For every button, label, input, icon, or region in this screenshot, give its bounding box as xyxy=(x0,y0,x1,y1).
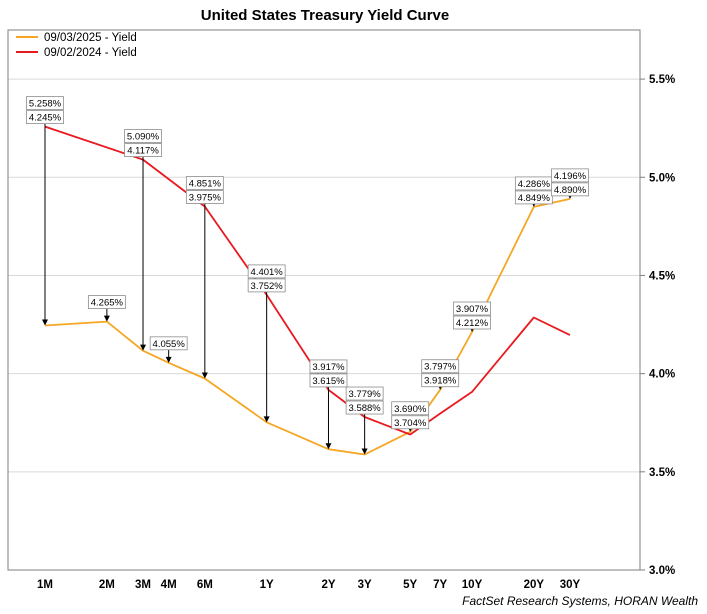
change-arrowhead xyxy=(165,356,172,363)
change-arrowhead xyxy=(42,319,48,326)
data-label-2024: 3.907% xyxy=(456,304,489,315)
x-tick-label: 10Y xyxy=(462,579,483,591)
data-label-2025-box xyxy=(26,110,64,125)
data-label-2025: 4.212% xyxy=(456,318,489,329)
x-tick-label: 7Y xyxy=(433,579,447,591)
x-tick-label: 2M xyxy=(99,579,115,591)
gridlines xyxy=(8,78,640,571)
plot-frame xyxy=(7,29,641,571)
data-label-2024: 3.690% xyxy=(394,404,427,415)
data-label-2025: 4.117% xyxy=(127,146,159,157)
data-label-2025-box xyxy=(345,400,384,415)
data-label-2025: 4.890% xyxy=(554,185,587,196)
x-tick-label: 1Y xyxy=(260,579,274,591)
data-label-2024: 5.090% xyxy=(127,132,160,143)
data-labels: 5.258% 4.245% 4.265% 5.090% 4.117% 4.055% 4.85… xyxy=(26,96,589,430)
data-label-2025-box xyxy=(185,190,224,204)
data-label-2025-box xyxy=(551,182,589,197)
data-label-2024-box xyxy=(345,386,384,401)
data-label-2024-box xyxy=(247,264,286,279)
y-tick-label: 5.0% xyxy=(649,172,675,184)
data-label-2025: 3.588% xyxy=(349,403,382,414)
data-label-2024-box xyxy=(26,96,64,111)
data-label-2024: 3.779% xyxy=(349,389,382,400)
change-arrowhead xyxy=(103,315,110,322)
data-label-2024: 3.797% xyxy=(424,362,457,373)
x-tick-label: 4M xyxy=(161,579,177,591)
x-tick-label: 1M xyxy=(37,579,53,591)
x-tick-label: 6M xyxy=(197,579,213,591)
data-label-2025: 4.849% xyxy=(518,193,551,204)
data-label-2025: 4.245% xyxy=(29,113,62,124)
y-tick-label: 4.0% xyxy=(649,369,675,381)
legend-label: 09/02/2024 - Yield xyxy=(44,47,137,59)
x-tick-label: 20Y xyxy=(524,579,545,591)
data-label-2025: 3.704% xyxy=(394,418,427,429)
data-label-2025-box xyxy=(421,373,460,388)
data-label-2025-box xyxy=(87,295,126,310)
source-note: FactSet Research Systems, HORAN Wealth xyxy=(462,594,698,608)
data-label-2025: 3.752% xyxy=(251,281,284,292)
legend: 09/03/2025 - Yield 09/02/2024 - Yield xyxy=(16,32,137,59)
x-tick-label: 3Y xyxy=(358,579,372,591)
data-label-2025-box xyxy=(514,190,553,205)
y-tick-label: 5.5% xyxy=(649,74,675,86)
y-tick-label: 4.5% xyxy=(649,270,675,282)
change-arrowhead xyxy=(325,443,332,450)
data-label-2025-box xyxy=(309,373,348,388)
x-axis: 1M 2M 3M 4M 6M 1Y 2Y 3Y 5Y 7Y 10Y 20Y 30Y xyxy=(37,579,581,591)
data-label-2025-box xyxy=(149,336,188,351)
data-label-2024-box xyxy=(391,401,430,416)
series-line-2025 xyxy=(44,198,571,456)
y-axis: 3.0% 3.5% 4.0% 4.5% 5.0% 5.5% xyxy=(640,74,675,577)
series-lines xyxy=(44,125,571,456)
data-label-2024: 5.258% xyxy=(29,99,62,110)
data-label-2024-box xyxy=(551,168,589,183)
data-label-2025: 3.615% xyxy=(312,376,345,387)
change-arrowhead xyxy=(263,416,270,423)
data-label-2025: 4.265% xyxy=(91,298,124,309)
data-label-2024: 4.286% xyxy=(518,179,551,190)
data-label-2024: 4.401% xyxy=(251,267,284,278)
data-label-2024: 4.851% xyxy=(189,179,222,190)
data-label-2025-box xyxy=(124,143,162,158)
change-arrowhead xyxy=(140,344,147,351)
change-arrowhead xyxy=(361,448,368,455)
data-label-2025-box xyxy=(247,278,286,293)
data-label-2024-box xyxy=(124,129,162,144)
x-tick-label: 3M xyxy=(135,579,151,591)
legend-label: 09/03/2025 - Yield xyxy=(44,32,137,44)
data-label-2025: 4.055% xyxy=(153,339,186,350)
x-tick-label: 5Y xyxy=(403,579,417,591)
x-tick-label: 2Y xyxy=(321,579,335,591)
data-label-2024-box xyxy=(421,359,460,374)
series-line-2024 xyxy=(44,125,571,436)
data-label-2024: 4.196% xyxy=(554,171,587,182)
data-label-2025: 3.918% xyxy=(424,376,457,387)
data-label-2025-box xyxy=(391,415,430,430)
chart-title: United States Treasury Yield Curve xyxy=(201,7,449,24)
x-tick-label: 30Y xyxy=(560,579,581,591)
change-arrowhead xyxy=(201,372,208,379)
y-tick-label: 3.5% xyxy=(649,467,675,479)
data-label-2024: 3.917% xyxy=(312,362,345,373)
data-label-2024-box xyxy=(453,301,491,316)
y-tick-label: 3.0% xyxy=(649,565,675,577)
data-label-2024-box xyxy=(309,359,348,374)
data-label-2025-box xyxy=(453,315,491,330)
data-label-2024-box xyxy=(185,176,224,190)
data-label-2025: 3.975% xyxy=(189,193,222,204)
